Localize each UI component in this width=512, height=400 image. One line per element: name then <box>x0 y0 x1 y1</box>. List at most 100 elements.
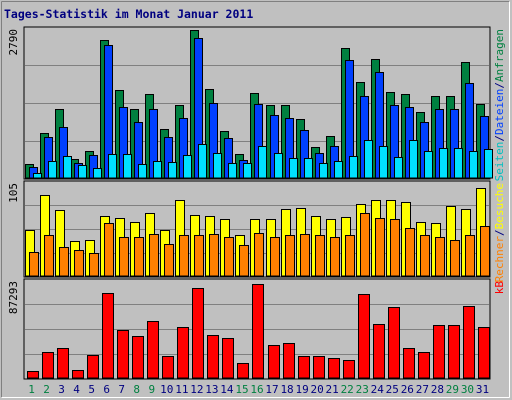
visits-bar-rechner-day-23 <box>360 213 370 277</box>
x-tick-label-day-23: 23 <box>356 383 369 396</box>
visits-bar-rechner-day-19 <box>300 234 310 277</box>
x-tick-label-day-4: 4 <box>73 383 80 396</box>
requests-legend: Seiten/Dateien/Anfragen <box>493 29 506 181</box>
requests-bar-seiten-day-12 <box>198 144 207 179</box>
x-tick-label-day-16: 16 <box>250 383 263 396</box>
requests-bar-seiten-day-14 <box>228 163 237 179</box>
kb-bar-kb-day-15 <box>237 363 249 379</box>
visits-bar-rechner-day-13 <box>209 234 219 277</box>
requests-bar-seiten-day-9 <box>153 161 162 179</box>
kb-bar-kb-day-1 <box>27 371 39 379</box>
visits-bar-rechner-day-10 <box>164 244 174 277</box>
requests-bar-seiten-day-7 <box>123 154 132 179</box>
visits-bar-rechner-day-21 <box>330 237 340 277</box>
x-tick-label-day-13: 13 <box>205 383 218 396</box>
requests-bar-seiten-day-28 <box>439 148 448 179</box>
visits-legend-item-1: / <box>493 229 506 236</box>
kb-bar-kb-day-31 <box>478 327 490 379</box>
visits-bar-rechner-day-4 <box>74 250 84 277</box>
x-tick-label-day-30: 30 <box>461 383 474 396</box>
requests-bar-seiten-day-26 <box>409 140 418 179</box>
visits-bar-rechner-day-17 <box>270 237 280 277</box>
visits-bar-rechner-day-28 <box>435 237 445 277</box>
visits-bar-rechner-day-25 <box>390 219 400 277</box>
x-tick-label-day-2: 2 <box>43 383 50 396</box>
x-tick-label-day-5: 5 <box>88 383 95 396</box>
kb-bar-kb-day-9 <box>147 321 159 379</box>
kb-bar-kb-day-26 <box>403 348 415 379</box>
requests-bar-seiten-day-16 <box>258 146 267 179</box>
x-tick-label-day-14: 14 <box>220 383 234 396</box>
requests-bar-seiten-day-4 <box>78 165 87 179</box>
kb-bar-kb-day-16 <box>252 284 264 379</box>
visits-bar-rechner-day-29 <box>450 240 460 277</box>
kb-bar-kb-day-7 <box>117 330 129 379</box>
requests-legend-item-0: Seiten <box>493 142 506 182</box>
x-tick-label-day-20: 20 <box>311 383 324 396</box>
kb-bar-kb-day-24 <box>373 324 385 379</box>
requests-bar-seiten-day-23 <box>364 140 373 179</box>
requests-legend-item-1: / <box>493 135 506 142</box>
x-tick-label-day-21: 21 <box>326 383 339 396</box>
x-tick-label-day-18: 18 <box>280 383 293 396</box>
x-tick-label-day-17: 17 <box>265 383 278 396</box>
visits-bar-rechner-day-18 <box>285 235 295 277</box>
requests-bar-seiten-day-20 <box>319 163 328 179</box>
x-tick-label-day-7: 7 <box>118 383 125 396</box>
requests-legend-item-3: / <box>493 82 506 89</box>
x-tick-label-day-6: 6 <box>103 383 110 396</box>
kb-bar-kb-day-12 <box>192 288 204 379</box>
requests-bar-seiten-day-3 <box>63 156 72 179</box>
requests-bar-seiten-day-10 <box>168 162 177 179</box>
requests-bar-seiten-day-17 <box>274 153 283 179</box>
kb-bar-kb-day-29 <box>448 325 460 379</box>
kb-bar-kb-day-11 <box>177 327 189 379</box>
kb-bar-kb-day-22 <box>343 360 355 379</box>
requests-bar-seiten-day-24 <box>379 146 388 179</box>
x-tick-label-day-9: 9 <box>148 383 155 396</box>
requests-bar-seiten-day-5 <box>93 168 102 179</box>
requests-bar-seiten-day-27 <box>424 151 433 179</box>
x-tick-label-day-8: 8 <box>133 383 140 396</box>
x-tick-label-day-3: 3 <box>58 383 65 396</box>
requests-bar-seiten-day-1 <box>33 173 42 179</box>
kb-bar-kb-day-25 <box>388 307 400 379</box>
kb-bar-kb-day-21 <box>328 358 340 379</box>
kb-bar-kb-day-17 <box>268 345 280 379</box>
requests-legend-item-2: Dateien <box>493 89 506 135</box>
visits-bar-rechner-day-3 <box>59 247 69 277</box>
visits-bar-rechner-day-30 <box>465 235 475 277</box>
x-tick-label-day-28: 28 <box>431 383 444 396</box>
requests-bar-seiten-day-6 <box>108 154 117 179</box>
visits-bar-rechner-day-8 <box>134 237 144 277</box>
visits-bar-rechner-day-2 <box>44 235 54 277</box>
x-tick-label-day-12: 12 <box>190 383 203 396</box>
requests-bar-seiten-day-31 <box>484 149 493 179</box>
requests-bar-seiten-day-22 <box>349 156 358 179</box>
visits-bar-rechner-day-16 <box>254 233 264 277</box>
kb-bar-kb-day-2 <box>42 352 54 379</box>
kb-bar-kb-day-10 <box>162 356 174 379</box>
x-tick-label-day-1: 1 <box>28 383 35 396</box>
visits-bar-rechner-day-22 <box>345 235 355 277</box>
kb-bar-kb-day-13 <box>207 335 219 379</box>
kb-bar-kb-day-28 <box>433 325 445 379</box>
requests-bar-seiten-day-19 <box>304 158 313 179</box>
requests-bar-seiten-day-2 <box>48 161 57 179</box>
visits-ymax-label: 105 <box>7 183 20 203</box>
kb-bar-kb-day-20 <box>313 356 325 379</box>
kb-bar-kb-day-4 <box>72 370 84 379</box>
x-tick-label-day-22: 22 <box>341 383 354 396</box>
x-tick-label-day-11: 11 <box>175 383 188 396</box>
kb-legend: kB <box>493 281 506 295</box>
visits-bar-rechner-day-5 <box>89 253 99 277</box>
x-tick-label-day-27: 27 <box>416 383 429 396</box>
visits-bar-rechner-day-14 <box>224 237 234 277</box>
visits-legend: Rechner/Besuche <box>493 183 506 282</box>
kb-legend-item-0: kB <box>493 281 506 295</box>
kb-bar-kb-day-19 <box>298 356 310 379</box>
visits-bar-rechner-day-26 <box>405 228 415 277</box>
kb-bar-kb-day-8 <box>132 336 144 379</box>
